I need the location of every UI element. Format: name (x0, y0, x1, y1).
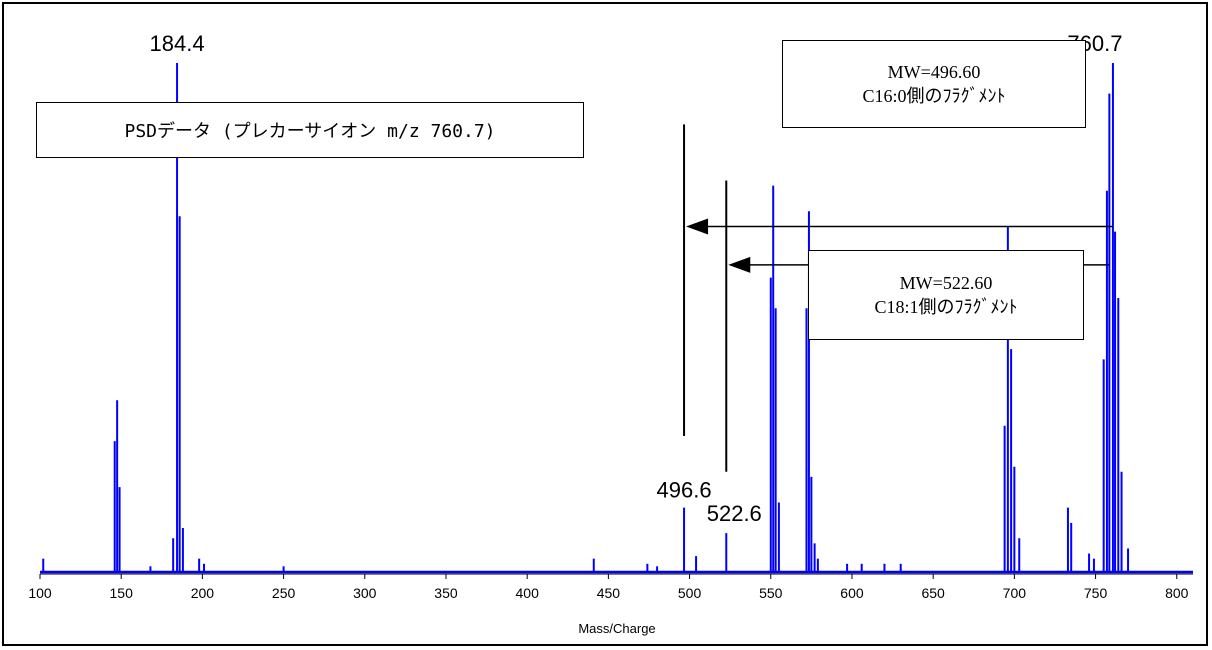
x-tick-label-100: 100 (28, 585, 52, 601)
fragment-mw-c16: MW=496.60 (887, 62, 981, 82)
arrow-head-1 (728, 256, 751, 273)
fragment-label-c16: C16:0側のﾌﾗｸﾞﾒﾝﾄ (862, 86, 1006, 106)
title-box: PSDデータ (プレカーサイオン m/z 760.7) (36, 102, 584, 158)
x-tick-label-600: 600 (840, 585, 864, 601)
fragment-box-c18: MW=522.60 C18:1側のﾌﾗｸﾞﾒﾝﾄ (808, 250, 1084, 340)
x-tick-label-350: 350 (434, 585, 458, 601)
x-tick-label-300: 300 (353, 585, 377, 601)
fragment-box-c16: MW=496.60 C16:0側のﾌﾗｸﾞﾒﾝﾄ (782, 40, 1086, 128)
chart-title: PSDデータ (プレカーサイオン m/z 760.7) (124, 121, 496, 142)
peak-label-3: 522.6 (707, 501, 762, 526)
x-tick-label-750: 750 (1084, 585, 1108, 601)
x-tick-label-150: 150 (110, 585, 134, 601)
x-tick-label-200: 200 (191, 585, 215, 601)
fragment-mw-c18: MW=522.60 (899, 273, 993, 293)
x-tick-label-650: 650 (921, 585, 945, 601)
arrow-head-0 (686, 218, 709, 235)
fragment-label-c18: C18:1側のﾌﾗｸﾞﾒﾝﾄ (874, 297, 1018, 317)
x-tick-label-250: 250 (272, 585, 296, 601)
x-tick-label-800: 800 (1165, 585, 1189, 601)
peak-label-0: 184.4 (150, 31, 205, 56)
x-tick-label-400: 400 (516, 585, 540, 601)
x-tick-label-550: 550 (759, 585, 783, 601)
x-tick-label-700: 700 (1003, 585, 1027, 601)
axes: 100 150 200 250 300 350 400 450 500 550 600 650 700 7… (28, 573, 1193, 601)
peak-label-2: 496.6 (657, 478, 712, 503)
x-axis-title: Mass/Charge (578, 621, 655, 636)
x-tick-label-450: 450 (597, 585, 621, 601)
x-tick-label-500: 500 (678, 585, 702, 601)
